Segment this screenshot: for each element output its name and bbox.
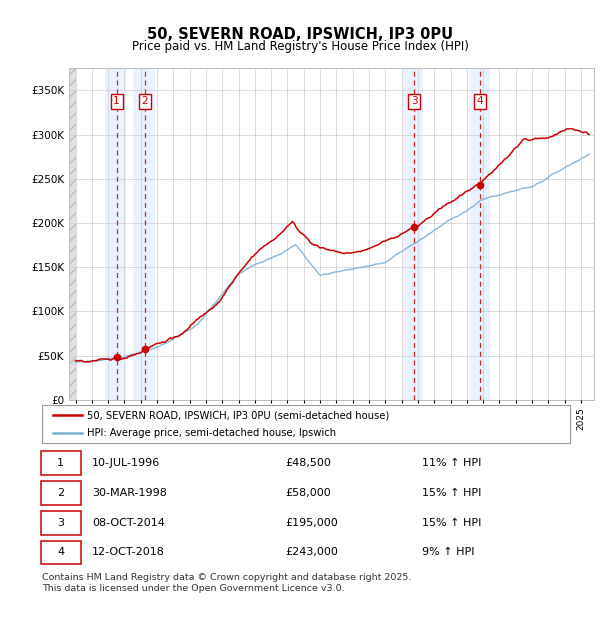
Text: £243,000: £243,000 (285, 547, 338, 557)
Text: 9% ↑ HPI: 9% ↑ HPI (422, 547, 475, 557)
Text: 50, SEVERN ROAD, IPSWICH, IP3 0PU (semi-detached house): 50, SEVERN ROAD, IPSWICH, IP3 0PU (semi-… (87, 410, 389, 420)
Text: 12-OCT-2018: 12-OCT-2018 (92, 547, 165, 557)
Text: Contains HM Land Registry data © Crown copyright and database right 2025.
This d: Contains HM Land Registry data © Crown c… (42, 574, 412, 593)
Text: 3: 3 (57, 518, 64, 528)
Bar (133, 68, 155, 400)
Text: 1: 1 (57, 458, 64, 468)
FancyBboxPatch shape (41, 511, 80, 534)
Text: 15% ↑ HPI: 15% ↑ HPI (422, 488, 482, 498)
Bar (470, 68, 490, 400)
FancyBboxPatch shape (41, 481, 80, 505)
Text: 11% ↑ HPI: 11% ↑ HPI (422, 458, 482, 468)
Bar (403, 68, 423, 400)
FancyBboxPatch shape (41, 541, 80, 564)
Text: 15% ↑ HPI: 15% ↑ HPI (422, 518, 482, 528)
Text: HPI: Average price, semi-detached house, Ipswich: HPI: Average price, semi-detached house,… (87, 428, 336, 438)
Text: 08-OCT-2014: 08-OCT-2014 (92, 518, 165, 528)
Text: 2: 2 (57, 488, 64, 498)
Text: £48,500: £48,500 (285, 458, 331, 468)
Text: 4: 4 (476, 96, 483, 107)
Text: 10-JUL-1996: 10-JUL-1996 (92, 458, 160, 468)
Bar (105, 68, 126, 400)
Text: 4: 4 (57, 547, 64, 557)
Text: £58,000: £58,000 (285, 488, 331, 498)
Text: £195,000: £195,000 (285, 518, 338, 528)
Text: 3: 3 (411, 96, 418, 107)
Text: Price paid vs. HM Land Registry's House Price Index (HPI): Price paid vs. HM Land Registry's House … (131, 40, 469, 53)
FancyBboxPatch shape (41, 451, 80, 475)
Text: 1: 1 (113, 96, 120, 107)
Text: 30-MAR-1998: 30-MAR-1998 (92, 488, 167, 498)
Bar (69, 68, 76, 400)
Text: 2: 2 (142, 96, 148, 107)
Text: 50, SEVERN ROAD, IPSWICH, IP3 0PU: 50, SEVERN ROAD, IPSWICH, IP3 0PU (147, 27, 453, 42)
